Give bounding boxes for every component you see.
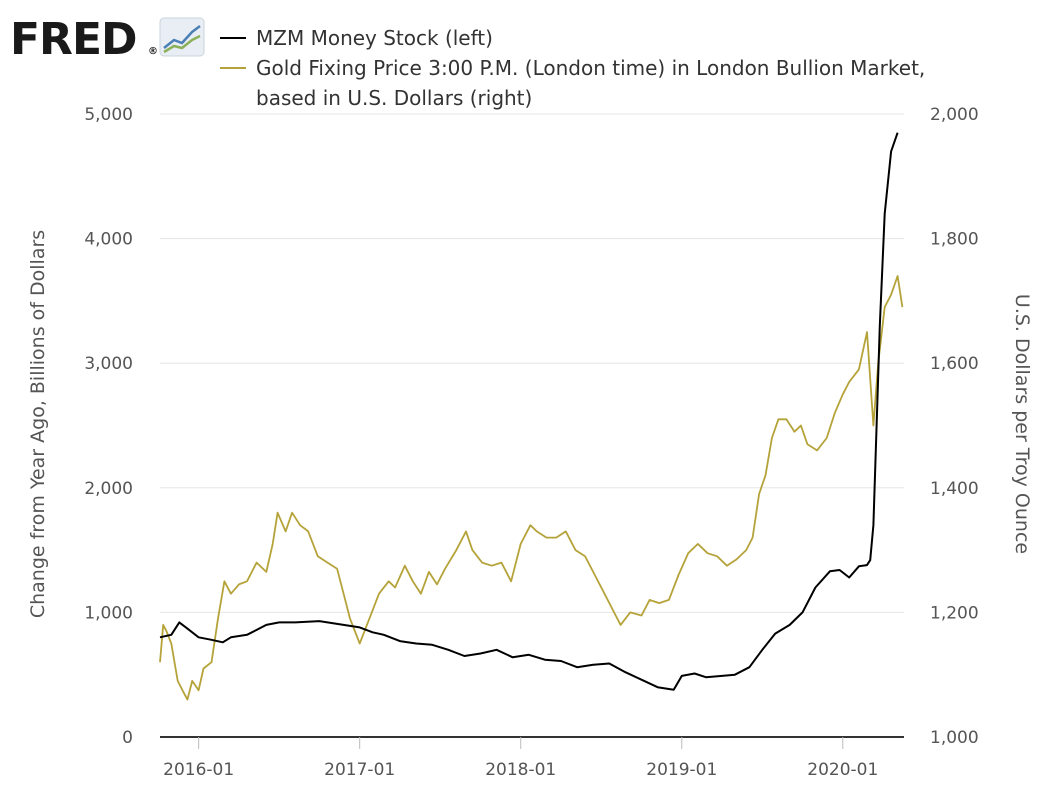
right-tick-label: 2,000 [930,105,979,125]
left-tick-label: 3,000 [84,354,133,374]
right-tick-label: 1,000 [930,728,979,748]
right-tick-label: 1,600 [930,354,979,374]
fred-logo-text: FRED [10,14,137,65]
right-axis-title: U.S. Dollars per Troy Ounce [1011,294,1033,554]
x-axis: 2016-01 2017-01 2018-01 2019-01 2020-01 [160,736,904,780]
legend-label-gold-line1: Gold Fixing Price 3:00 P.M. (London time… [256,56,925,80]
left-tick-label: 0 [122,728,133,748]
x-tick-label: 2017-01 [324,760,395,780]
legend-label-mzm: MZM Money Stock (left) [256,26,493,50]
line-chart-icon [159,17,205,57]
left-axis-title: Change from Year Ago, Billions of Dollar… [27,230,49,618]
series-line-mzm [159,132,899,691]
x-tick-label: 2018-01 [485,760,556,780]
right-axis-ticks: 1,000 1,200 1,400 1,600 1,800 2,000 [930,105,979,748]
x-tick-label: 2019-01 [646,760,717,780]
left-tick-label: 4,000 [84,230,133,250]
left-tick-label: 5,000 [84,105,133,125]
legend: MZM Money Stock (left) Gold Fixing Price… [220,26,925,110]
x-tick-label: 2016-01 [163,760,234,780]
x-tick-label: 2020-01 [807,760,878,780]
right-tick-label: 1,200 [930,603,979,623]
left-axis-ticks: 0 1,000 2,000 3,000 4,000 5,000 [84,105,133,748]
fred-logo-trademark: ® [148,46,158,57]
right-tick-label: 1,800 [930,230,979,250]
series-line-gold [159,275,904,701]
series-layer [159,132,904,701]
left-tick-label: 2,000 [84,479,133,499]
legend-label-gold-line2: based in U.S. Dollars (right) [256,86,532,110]
left-tick-label: 1,000 [84,603,133,623]
fred-logo[interactable]: FRED ® [10,14,205,65]
gridlines [160,113,904,613]
right-tick-label: 1,400 [930,479,979,499]
